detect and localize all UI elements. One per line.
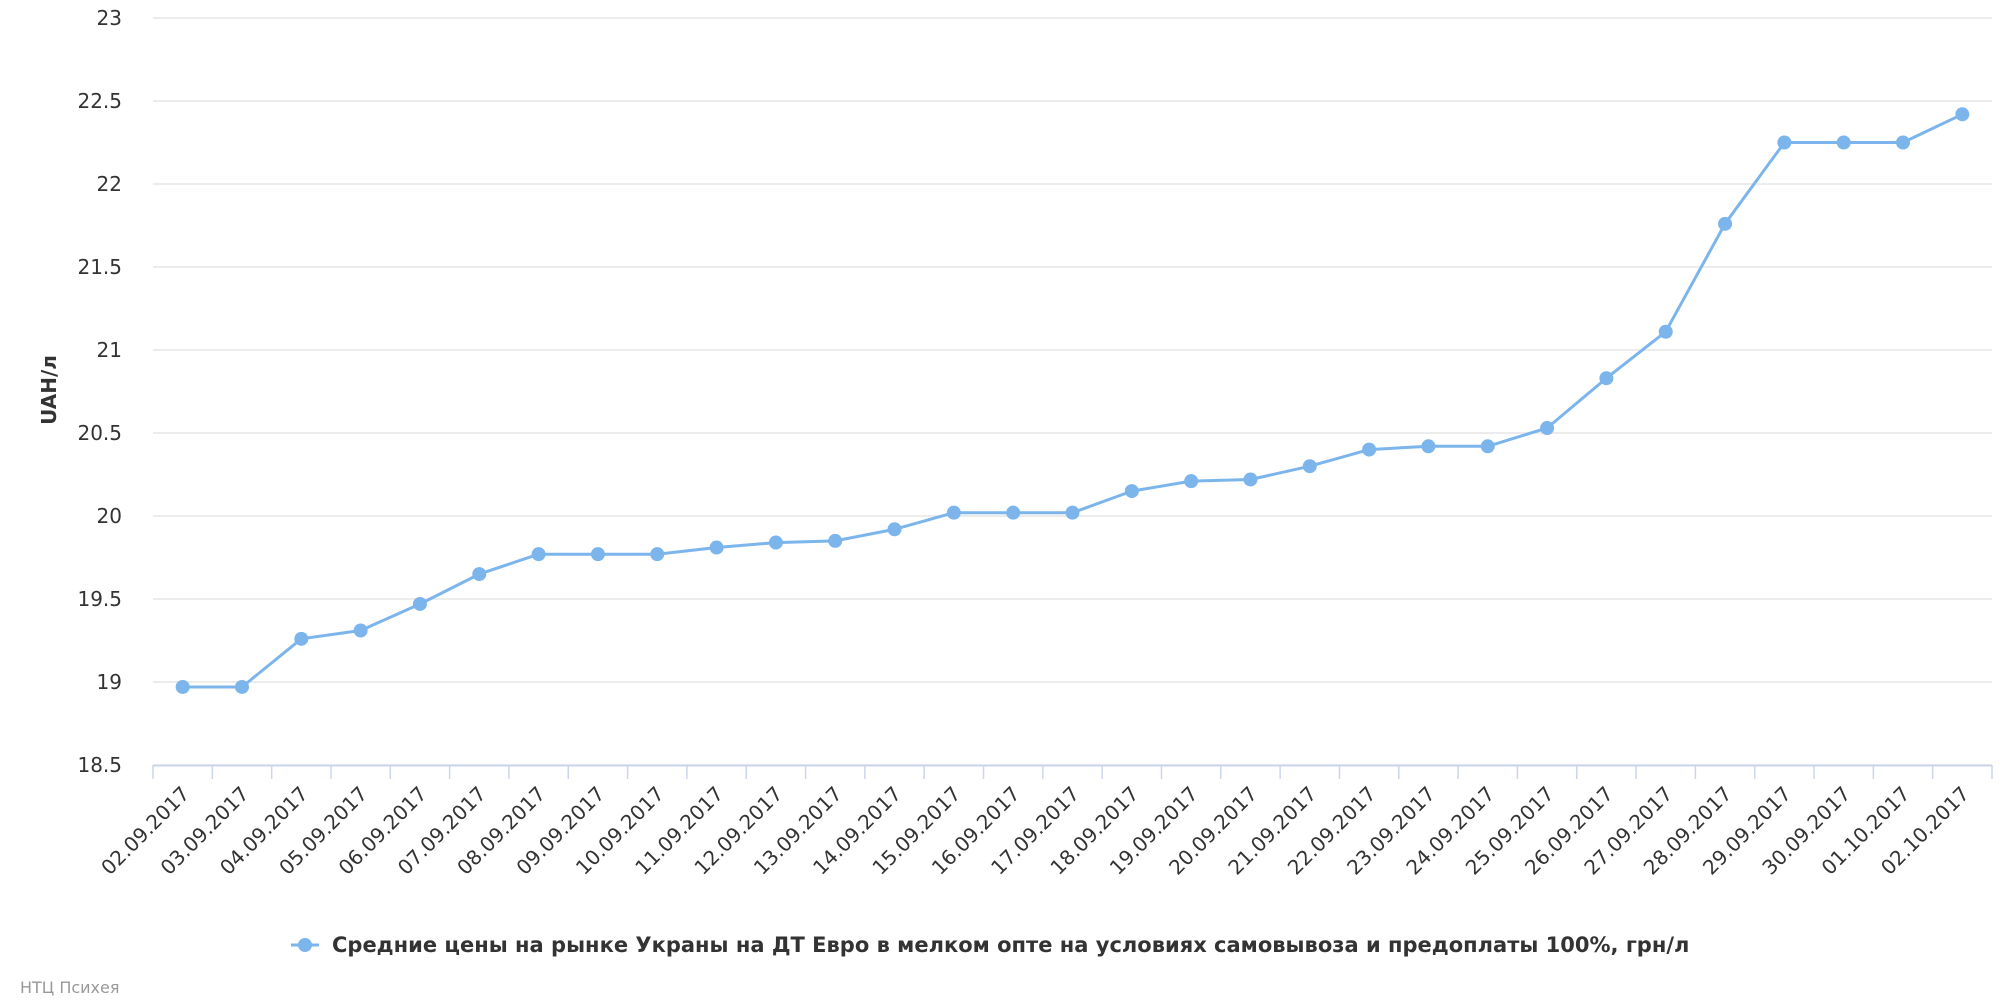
- data-point: [234, 679, 249, 694]
- data-point: [175, 679, 190, 694]
- data-point: [590, 547, 605, 562]
- x-axis: 02.09.201703.09.201704.09.201705.09.2017…: [96, 764, 1993, 880]
- data-point: [1006, 505, 1021, 520]
- gridlines: [153, 17, 1992, 766]
- data-point: [1540, 421, 1555, 436]
- series-layer: [175, 107, 1970, 694]
- data-point: [650, 547, 665, 562]
- data-point: [887, 522, 902, 537]
- data-point: [412, 596, 427, 611]
- y-tick-label: 21.5: [77, 255, 122, 279]
- data-point: [1302, 459, 1317, 474]
- data-point: [1065, 505, 1080, 520]
- y-axis-ticks: 18.5 19 19.5 20 20.5 21 21.5 22 22.5 23: [77, 6, 122, 777]
- data-point: [353, 623, 368, 638]
- data-point: [768, 535, 783, 550]
- series-line: [182, 112, 1963, 689]
- data-point: [828, 533, 843, 548]
- data-point: [1896, 135, 1911, 150]
- data-point: [1184, 474, 1199, 489]
- y-tick-label: 21: [97, 338, 122, 362]
- y-tick-label: 18.5: [77, 753, 122, 777]
- data-point: [1836, 135, 1851, 150]
- data-point: [531, 547, 546, 562]
- credits-label[interactable]: НТЦ Психея: [20, 978, 120, 997]
- legend-label[interactable]: Средние цены на рынке Украны на ДТ Евро …: [332, 933, 1689, 957]
- y-tick-label: 22.5: [77, 89, 122, 113]
- data-point: [709, 540, 724, 555]
- data-point: [1421, 439, 1436, 454]
- y-tick-label: 23: [97, 6, 122, 30]
- y-tick-label: 22: [97, 172, 122, 196]
- data-point: [1658, 324, 1673, 339]
- data-point: [946, 505, 961, 520]
- data-point: [472, 567, 487, 582]
- data-point: [1777, 135, 1792, 150]
- data-point: [1955, 107, 1970, 122]
- y-tick-label: 19: [97, 670, 122, 694]
- data-point: [1480, 439, 1495, 454]
- data-point: [294, 631, 309, 646]
- data-point: [1718, 216, 1733, 231]
- legend-marker-symbol: [298, 938, 312, 952]
- data-point: [1362, 442, 1377, 457]
- y-tick-label: 20: [97, 504, 122, 528]
- y-tick-label: 20.5: [77, 421, 122, 445]
- y-axis-title: UAH/л: [37, 355, 61, 425]
- data-point: [1599, 371, 1614, 386]
- y-tick-label: 19.5: [77, 587, 122, 611]
- data-point: [1124, 484, 1139, 499]
- data-point: [1243, 472, 1258, 487]
- legend[interactable]: Средние цены на рынке Украны на ДТ Евро …: [291, 933, 1689, 957]
